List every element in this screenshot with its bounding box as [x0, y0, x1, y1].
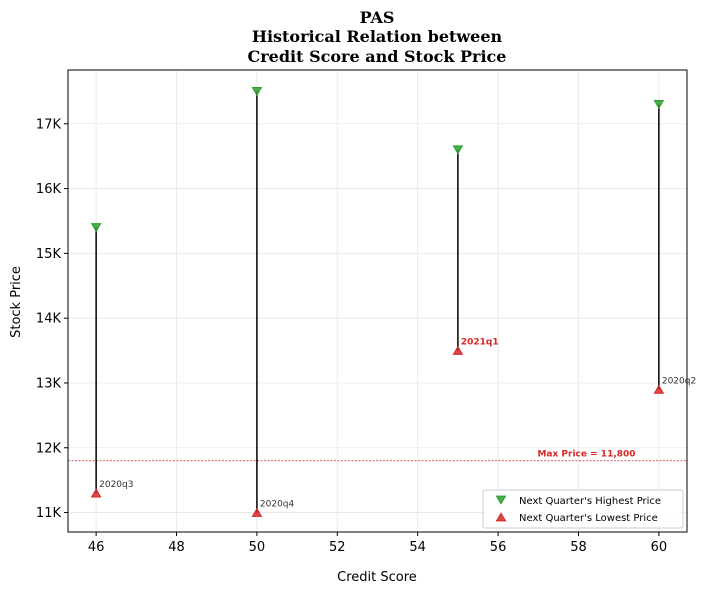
markers: [90, 87, 665, 517]
point-labels: 2020q3 2020q4 2021q1 2020q2: [99, 338, 696, 510]
point-label: 2020q2: [662, 376, 696, 386]
low-price-marker: [653, 384, 665, 394]
legend-low-label: Next Quarter's Lowest Price: [519, 513, 658, 524]
high-price-marker: [251, 87, 263, 97]
y-tick-label: 12K: [36, 441, 62, 456]
grid: [68, 70, 687, 532]
y-axis-label: Stock Price: [9, 266, 24, 338]
legend-high-label: Next Quarter's Highest Price: [519, 496, 661, 507]
low-price-marker: [90, 488, 102, 498]
high-price-marker: [452, 145, 464, 155]
low-price-marker: [251, 507, 263, 517]
x-tick-label: 48: [168, 540, 185, 555]
high-price-marker: [90, 223, 102, 233]
y-tick-label: 15K: [36, 247, 62, 262]
x-axis-ticks: 46 48 50 52 54 56 58 60: [88, 532, 667, 555]
reference-line-group: Max Price = 11,800: [68, 450, 687, 462]
legend-box: [482, 489, 684, 529]
x-tick-label: 54: [409, 540, 426, 555]
reference-line-label: Max Price = 11,800: [537, 450, 635, 460]
x-tick-label: 50: [249, 540, 266, 555]
legend-low-marker: [495, 512, 507, 522]
y-axis-ticks: 11K 12K 13K 14K 15K 16K 17K: [36, 117, 68, 521]
title-line-3: Credit Score and Stock Price: [248, 47, 507, 66]
point-label: 2021q1: [461, 338, 499, 348]
plot-area-frame: [67, 69, 688, 533]
x-tick-label: 58: [570, 540, 587, 555]
title-line-2: Historical Relation between: [252, 27, 503, 46]
high-price-marker: [653, 100, 665, 110]
y-tick-label: 13K: [36, 376, 62, 391]
x-axis-label: Credit Score: [337, 570, 417, 585]
chart-title: PAS Historical Relation between Credit S…: [248, 8, 507, 66]
title-line-1: PAS: [360, 8, 395, 27]
y-tick-label: 14K: [36, 312, 62, 327]
point-label: 2020q3: [99, 480, 133, 490]
y-tick-label: 17K: [36, 117, 62, 132]
legend: Next Quarter's Highest Price Next Quarter…: [482, 489, 684, 529]
x-tick-label: 52: [329, 540, 346, 555]
y-tick-label: 11K: [36, 506, 62, 521]
range-lines: [95, 91, 660, 513]
x-tick-label: 60: [651, 540, 668, 555]
x-tick-label: 56: [490, 540, 507, 555]
low-price-marker: [452, 345, 464, 355]
x-tick-label: 46: [88, 540, 105, 555]
y-tick-label: 16K: [36, 182, 62, 197]
legend-high-marker: [495, 495, 507, 505]
point-label: 2020q4: [260, 500, 295, 510]
